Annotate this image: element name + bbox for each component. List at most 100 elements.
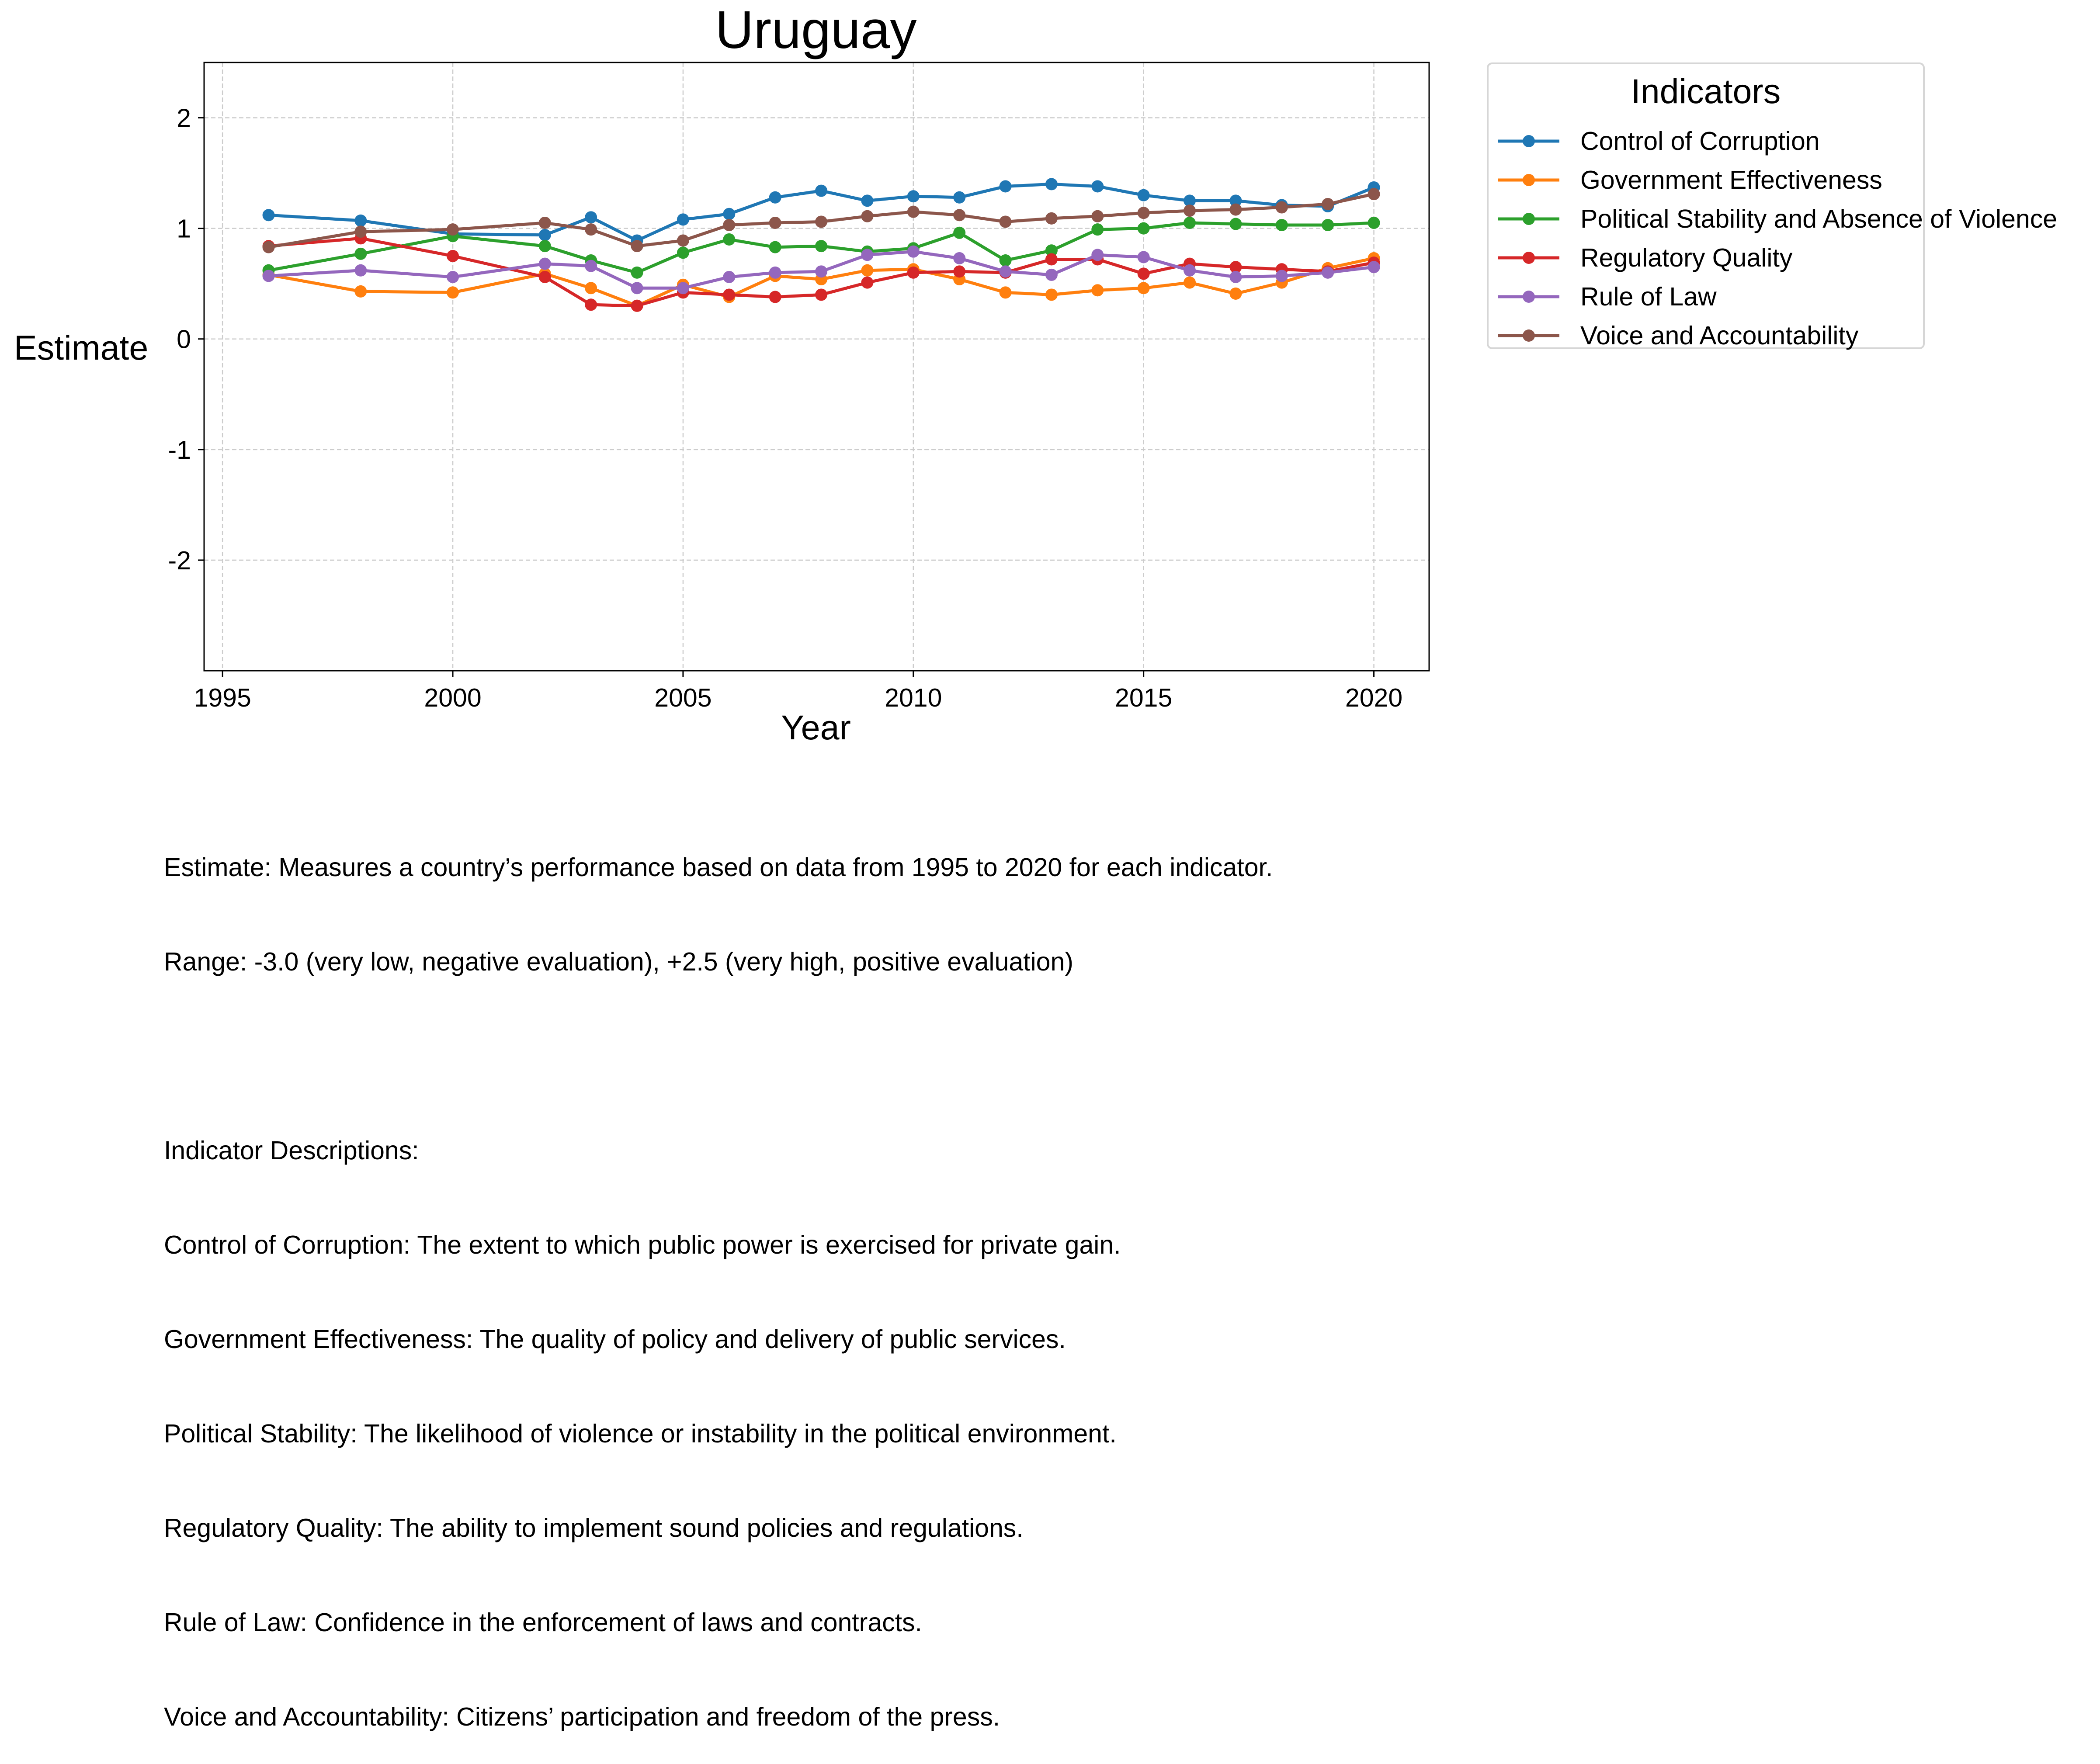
x-tick-label: 2000 [424, 683, 481, 712]
legend-entry: Political Stability and Absence of Viole… [1498, 200, 2057, 238]
note-line-voice: Voice and Accountability: Citizens’ part… [164, 1702, 1000, 1731]
data-point [815, 265, 828, 278]
data-point [1091, 180, 1104, 193]
data-point [953, 209, 966, 222]
series-2 [262, 252, 1380, 312]
data-point [723, 208, 736, 220]
note-line-stability: Political Stability: The likelihood of v… [164, 1419, 1117, 1448]
note-line-descriptions-heading: Indicator Descriptions: [164, 1136, 419, 1165]
data-point [585, 223, 597, 236]
data-point [677, 234, 689, 247]
data-point [677, 213, 689, 226]
data-point [1045, 212, 1058, 225]
data-point [1137, 189, 1150, 201]
data-point [1229, 218, 1242, 230]
y-tick-label: -2 [168, 546, 191, 575]
data-point [723, 219, 736, 232]
data-point [1091, 284, 1104, 297]
legend-entry: Rule of Law [1498, 277, 1918, 316]
data-point [907, 245, 920, 258]
note-line-estimate: Estimate: Measures a country’s performan… [164, 853, 1273, 882]
data-point [999, 215, 1012, 228]
data-point [1368, 216, 1380, 229]
data-point [953, 252, 966, 264]
data-point [631, 282, 643, 295]
data-point [1184, 276, 1196, 289]
data-point [861, 194, 874, 207]
data-point [262, 209, 275, 222]
legend-label: Political Stability and Absence of Viole… [1580, 204, 2058, 233]
data-point [723, 288, 736, 301]
x-axis-label: Year [781, 708, 851, 747]
y-tick-label: 1 [177, 215, 191, 243]
data-point [447, 250, 459, 262]
legend-entry: Government Effectiveness [1498, 161, 1918, 199]
y-tick-label: 0 [177, 325, 191, 354]
series-line [268, 256, 1375, 308]
data-point [1184, 264, 1196, 277]
data-point [1137, 207, 1150, 219]
data-point [1229, 287, 1242, 300]
data-point [631, 299, 643, 312]
data-point [907, 190, 920, 203]
note-line-rule-of-law: Rule of Law: Confidence in the enforceme… [164, 1608, 922, 1637]
data-point [769, 291, 781, 303]
y-tick-label: 2 [177, 104, 191, 133]
data-point [677, 246, 689, 259]
y-tick-label: -1 [168, 436, 191, 464]
data-point [815, 215, 828, 228]
data-point [1275, 219, 1288, 232]
series-1 [262, 178, 1380, 247]
data-point [1137, 251, 1150, 263]
data-point [861, 264, 874, 277]
data-point [815, 288, 828, 301]
data-point [538, 240, 551, 253]
data-point [354, 214, 367, 227]
legend-entry: Control of Corruption [1498, 122, 1918, 160]
data-point [538, 229, 551, 241]
y-axis-label: Estimate [14, 328, 148, 367]
data-point [1229, 203, 1242, 216]
data-point [907, 266, 920, 279]
data-point [1184, 216, 1196, 229]
data-point [1137, 222, 1150, 235]
grid-lines [204, 62, 1429, 671]
data-point [769, 266, 781, 279]
legend-swatch [1498, 213, 1559, 225]
series-5 [262, 245, 1380, 295]
legend-label: Voice and Accountability [1580, 321, 1859, 350]
data-point [999, 254, 1012, 267]
data-point [1045, 244, 1058, 257]
data-point [354, 285, 367, 298]
data-point [677, 282, 689, 295]
data-point [538, 216, 551, 229]
data-point [262, 270, 275, 282]
data-point [1045, 268, 1058, 281]
data-point [1322, 266, 1334, 279]
data-point [953, 191, 966, 204]
data-point [907, 205, 920, 218]
data-point [1137, 267, 1150, 280]
legend-swatch [1498, 252, 1559, 264]
data-point [447, 286, 459, 299]
legend-label: Rule of Law [1580, 282, 1717, 311]
x-tick-label: 2020 [1345, 683, 1402, 712]
note-line-blank [164, 1040, 1273, 1072]
x-tick-label: 2005 [654, 683, 712, 712]
legend-swatch [1498, 135, 1559, 147]
data-point [999, 286, 1012, 299]
data-point [861, 210, 874, 222]
legend-label: Control of Corruption [1580, 127, 1820, 156]
data-point [1275, 201, 1288, 214]
legend-swatch [1498, 329, 1559, 342]
data-point [538, 257, 551, 270]
data-point [1368, 261, 1380, 274]
data-point [769, 191, 781, 204]
series-line [268, 250, 1374, 290]
data-point [1091, 223, 1104, 236]
data-point [999, 265, 1012, 278]
data-point [1229, 270, 1242, 283]
data-point [538, 270, 551, 283]
data-point [723, 270, 736, 283]
data-point [723, 233, 736, 246]
